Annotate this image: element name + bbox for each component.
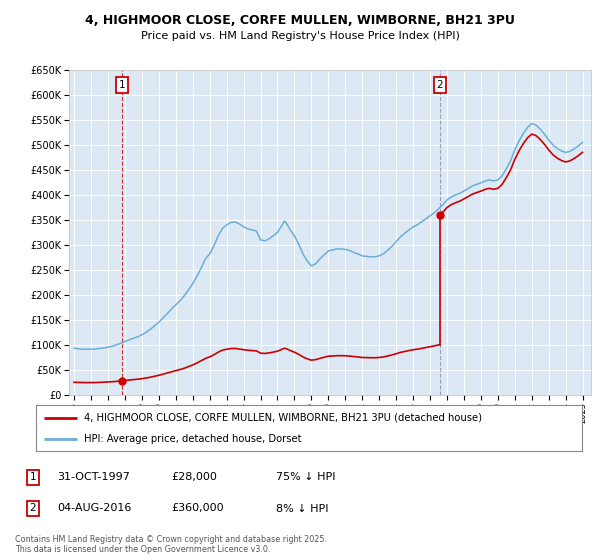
Text: 04-AUG-2016: 04-AUG-2016	[57, 503, 131, 514]
Text: £360,000: £360,000	[171, 503, 224, 514]
Text: Contains HM Land Registry data © Crown copyright and database right 2025.
This d: Contains HM Land Registry data © Crown c…	[15, 535, 327, 554]
Text: 1: 1	[119, 80, 125, 90]
Text: 75% ↓ HPI: 75% ↓ HPI	[276, 472, 335, 482]
Text: £28,000: £28,000	[171, 472, 217, 482]
Text: 4, HIGHMOOR CLOSE, CORFE MULLEN, WIMBORNE, BH21 3PU: 4, HIGHMOOR CLOSE, CORFE MULLEN, WIMBORN…	[85, 14, 515, 27]
Text: 4, HIGHMOOR CLOSE, CORFE MULLEN, WIMBORNE, BH21 3PU (detached house): 4, HIGHMOOR CLOSE, CORFE MULLEN, WIMBORN…	[83, 413, 482, 423]
Text: HPI: Average price, detached house, Dorset: HPI: Average price, detached house, Dors…	[83, 435, 301, 444]
Text: 2: 2	[437, 80, 443, 90]
Text: 2: 2	[29, 503, 37, 514]
Text: 31-OCT-1997: 31-OCT-1997	[57, 472, 130, 482]
Text: 1: 1	[29, 472, 37, 482]
Text: Price paid vs. HM Land Registry's House Price Index (HPI): Price paid vs. HM Land Registry's House …	[140, 31, 460, 41]
Text: 8% ↓ HPI: 8% ↓ HPI	[276, 503, 329, 514]
